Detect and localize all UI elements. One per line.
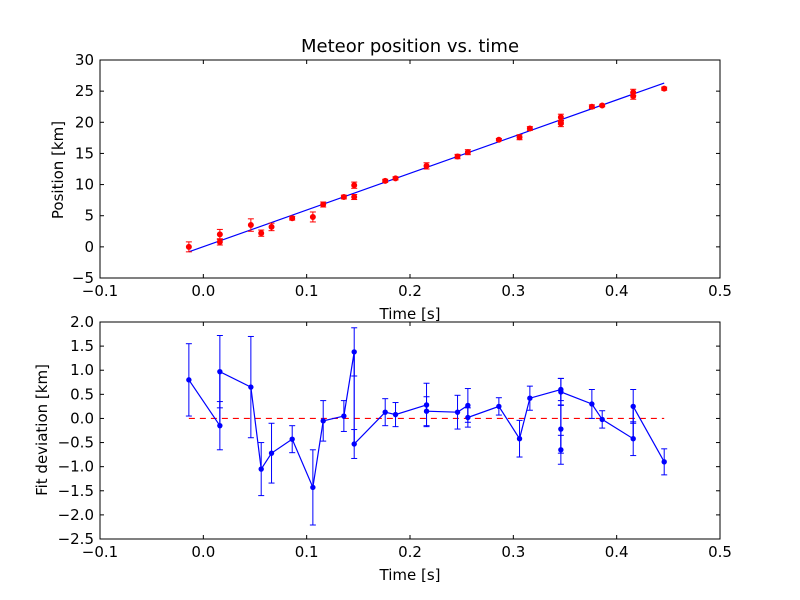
data-point <box>495 136 502 143</box>
y-tick-label: −5 <box>72 269 94 287</box>
data-point <box>258 466 264 472</box>
y-axis-label: Position [km] <box>49 121 67 219</box>
data-point <box>351 194 358 201</box>
data-point <box>516 435 523 442</box>
data-point <box>351 349 357 355</box>
y-tick-label: 20 <box>75 113 94 131</box>
data-point <box>630 403 636 410</box>
y-tick-label: 15 <box>75 144 94 162</box>
x-tick-label: 0.1 <box>295 282 319 300</box>
x-tick-label: 0.3 <box>501 543 525 561</box>
data-point <box>589 401 595 407</box>
deviation-chart: −0.1 0.0 0.1 0.2 0.3 0.4 0.5 −2.5 −2.0 −1.5 −1.0 −0… <box>33 313 732 584</box>
data-point <box>464 149 471 156</box>
data-point <box>423 162 430 169</box>
data-point <box>392 175 399 182</box>
data-point <box>382 409 388 415</box>
y-tick-label: 1.5 <box>70 337 94 355</box>
plot-frame <box>99 59 721 279</box>
data-point <box>661 85 668 92</box>
data-point <box>341 413 347 419</box>
x-tick-label: 0.2 <box>398 543 422 561</box>
x-tick-label: 0.1 <box>295 543 319 561</box>
data-point <box>558 447 564 453</box>
data-point <box>351 182 358 189</box>
x-axis-label: Time [s] <box>379 566 441 584</box>
data-point <box>465 402 471 409</box>
data-point <box>340 194 347 201</box>
data-point <box>558 426 564 432</box>
data-point <box>310 484 316 491</box>
data-point <box>423 408 430 414</box>
x-axis-label: Time [s] <box>379 305 441 323</box>
data-point <box>599 416 605 423</box>
data-point <box>599 102 606 109</box>
data-point <box>186 377 192 383</box>
data-point <box>248 384 254 390</box>
data-point <box>630 435 636 442</box>
x-tick-label: 0.2 <box>398 282 422 300</box>
data-point <box>588 103 595 110</box>
y-tick-label: 5 <box>84 207 94 225</box>
data-point <box>557 114 564 121</box>
y-tick-label: −2.5 <box>58 530 94 548</box>
y-tick-label: −2.0 <box>58 506 94 524</box>
chart-title: Meteor position vs. time <box>301 36 519 57</box>
y-tick-label: −1.5 <box>58 482 94 500</box>
data-point <box>320 201 327 208</box>
x-tick-label: 0.0 <box>191 543 215 561</box>
x-tick-label: 0.5 <box>708 543 732 561</box>
data-point <box>465 414 471 421</box>
x-tick-label: −0.1 <box>82 282 118 300</box>
data-point <box>268 223 275 230</box>
y-tick-label: 0.0 <box>70 409 94 427</box>
y-tick-label: 1.0 <box>70 361 94 379</box>
y-tick-label: 2.0 <box>70 313 94 331</box>
data-point <box>630 89 637 96</box>
x-tick-label: −0.1 <box>82 543 118 561</box>
data-point <box>247 222 254 229</box>
data-point <box>382 177 389 184</box>
data-point <box>320 418 326 424</box>
data-point <box>268 450 275 456</box>
x-tick-label: 0.0 <box>191 282 215 300</box>
data-point <box>516 134 523 141</box>
data-point <box>558 389 564 395</box>
data-point <box>496 403 502 410</box>
position-chart: Meteor position vs. time −0.1 0.0 0.1 0.2 0.… <box>49 36 732 323</box>
plot-frame <box>99 321 721 540</box>
y-tick-label: 30 <box>75 51 94 69</box>
y-tick-label: 25 <box>75 82 94 100</box>
y-tick-label: 10 <box>75 176 94 194</box>
data-point <box>351 441 357 447</box>
x-tick-label: 0.3 <box>501 282 525 300</box>
data-point <box>526 125 533 132</box>
data-point <box>454 153 461 160</box>
y-tick-label: −0.5 <box>58 434 94 452</box>
y-tick-label: −1.0 <box>58 458 94 476</box>
deviation-plot-area: −0.1 0.0 0.1 0.2 0.3 0.4 0.5 −2.5 −2.0 −1.5 −1.0 −0… <box>58 313 732 561</box>
data-point <box>289 215 296 222</box>
position-plot-area: −0.1 0.0 0.1 0.2 0.3 0.4 0.5 −5 0 5 10 15 20 25 30 <box>72 51 732 300</box>
data-point <box>216 231 223 238</box>
data-point <box>309 213 316 220</box>
data-point <box>185 243 192 250</box>
x-tick-label: 0.5 <box>708 282 732 300</box>
data-point <box>217 422 223 429</box>
x-tick-label: 0.4 <box>605 543 629 561</box>
data-point <box>454 409 461 415</box>
y-tick-label: 0 <box>84 238 94 256</box>
data-point <box>661 459 667 465</box>
data-point <box>289 436 295 442</box>
data-point <box>392 411 399 418</box>
y-tick-label: 0.5 <box>70 385 94 403</box>
y-axis-label: Fit deviation [km] <box>33 364 51 496</box>
x-tick-label: 0.4 <box>605 282 629 300</box>
data-point <box>217 368 223 375</box>
data-point <box>258 230 265 237</box>
data-point <box>216 238 223 245</box>
data-point <box>527 395 533 401</box>
